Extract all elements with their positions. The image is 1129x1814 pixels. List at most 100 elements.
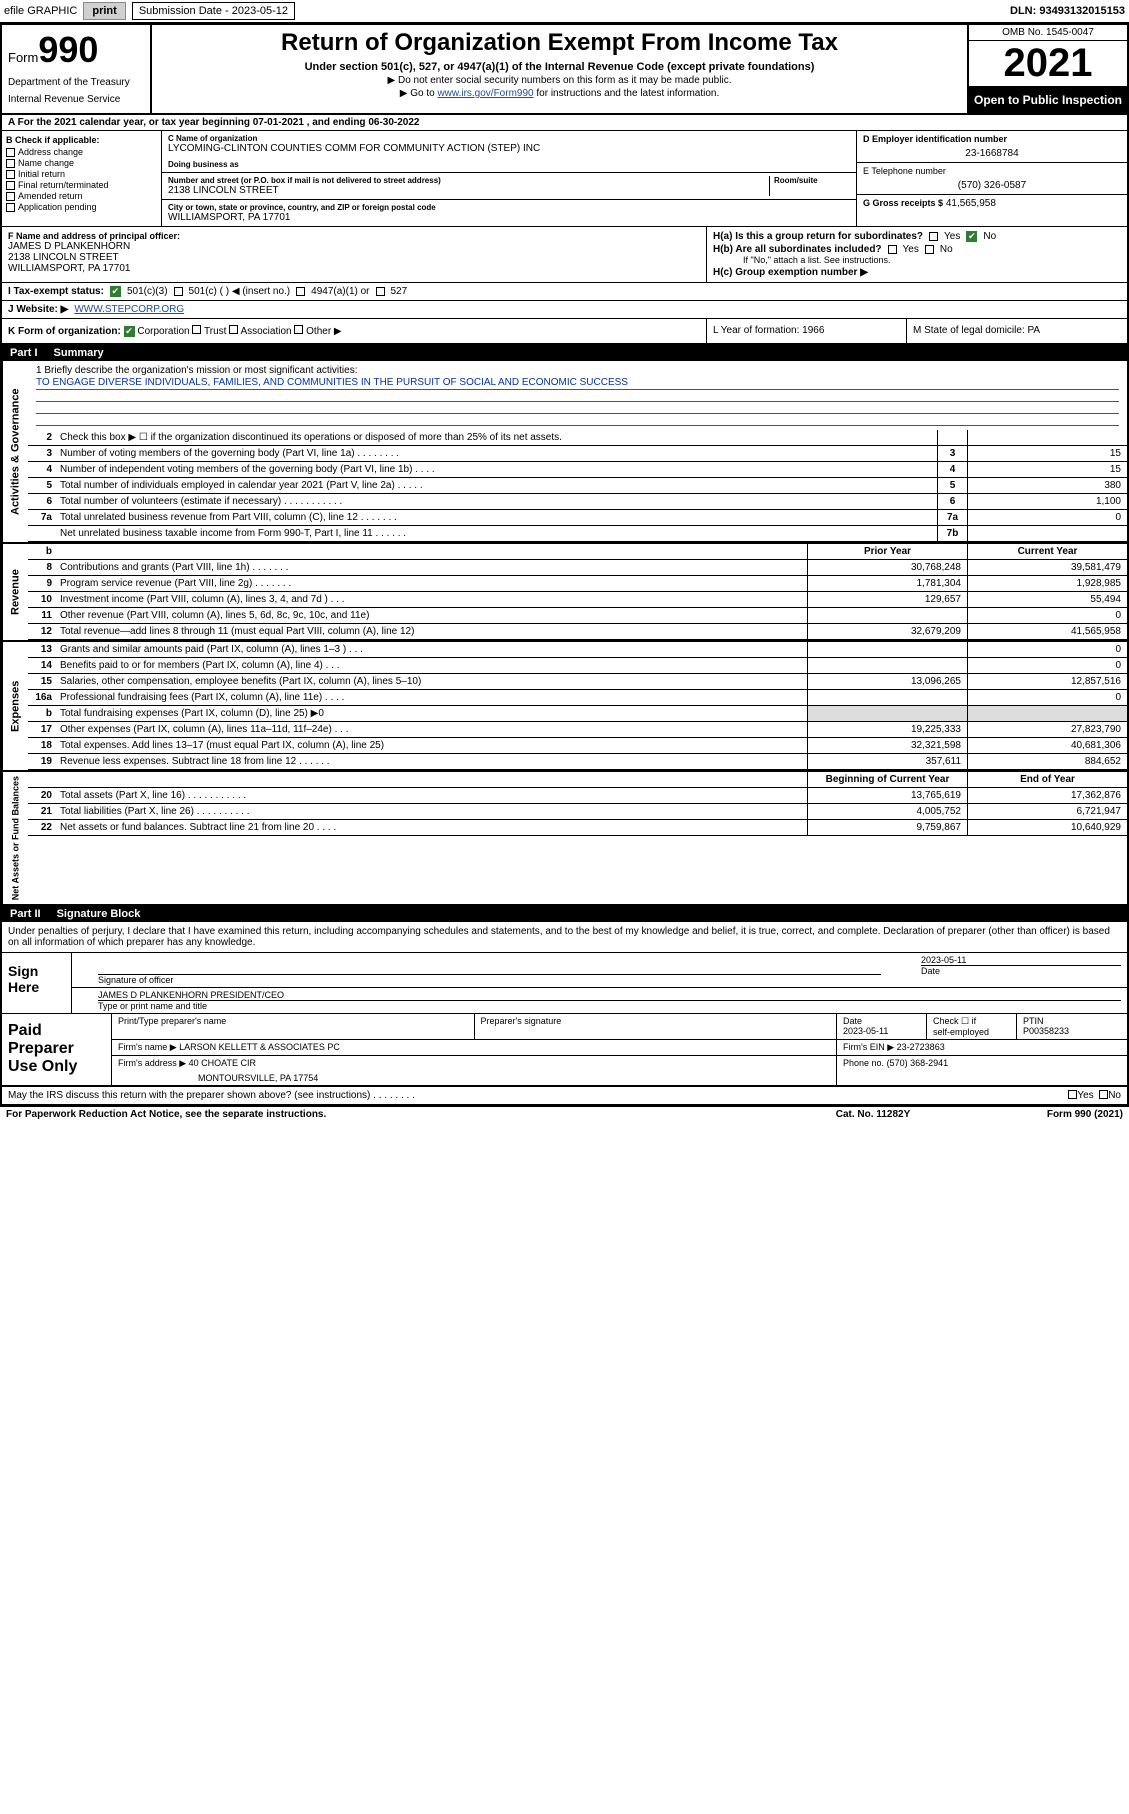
website-link[interactable]: WWW.STEPCORP.ORG [74,304,184,315]
header-mid: Return of Organization Exempt From Incom… [152,25,967,113]
chk-amended-return[interactable]: Amended return [6,191,157,201]
phone-row: E Telephone number (570) 326-0587 [857,163,1127,195]
prior-value [807,706,967,721]
row-box: 3 [937,446,967,461]
checkbox-icon[interactable] [174,287,183,296]
checkbox-icon[interactable] [1099,1090,1108,1099]
current-value: 0 [967,642,1127,657]
chk-label: Application pending [18,202,97,212]
row-num: 14 [28,658,56,673]
chk-initial-return[interactable]: Initial return [6,169,157,179]
phone-label: E Telephone number [863,166,1121,176]
prior-value: 357,611 [807,754,967,769]
checkbox-icon[interactable] [296,287,305,296]
end-year-hdr: End of Year [967,772,1127,787]
row-klm: K Form of organization: ✔ Corporation Tr… [2,319,1127,345]
row-value: 0 [967,510,1127,525]
prior-value: 9,759,867 [807,820,967,835]
current-value: 12,857,516 [967,674,1127,689]
name-label: Type or print name and title [98,1000,1121,1011]
row-box [937,430,967,445]
yes-label: Yes [903,244,919,255]
checkbox-icon[interactable] [1068,1090,1077,1099]
current-value: 1,928,985 [967,576,1127,591]
row-desc [56,544,807,559]
row-num: 12 [28,624,56,639]
ptin-value: P00358233 [1023,1026,1121,1036]
self-emp-label: self-employed [933,1027,1010,1037]
firm-addr: Firm's address ▶ 40 CHOATE CIR MONTOURSV… [112,1056,837,1085]
part-num: Part II [10,908,41,920]
trust-label: Trust [204,326,226,337]
row-desc: Other revenue (Part VIII, column (A), li… [56,608,807,623]
checkbox-icon[interactable] [925,245,934,254]
assoc-label: Association [240,326,291,337]
pra-notice: For Paperwork Reduction Act Notice, see … [6,1109,773,1120]
side-revenue: Revenue [2,544,28,640]
table-row: 12 Total revenue—add lines 8 through 11 … [28,624,1127,640]
chk-application-pending[interactable]: Application pending [6,202,157,212]
row-num: 11 [28,608,56,623]
corp-label: Corporation [137,326,189,337]
checkbox-icon[interactable] [376,287,385,296]
row-desc: Net unrelated business taxable income fr… [56,526,937,541]
prep-date: Date 2023-05-11 [837,1014,927,1039]
checkbox-icon [6,181,15,190]
begin-year-hdr: Beginning of Current Year [807,772,967,787]
checkbox-icon[interactable] [888,245,897,254]
chk-name-change[interactable]: Name change [6,158,157,168]
table-row: 18 Total expenses. Add lines 13–17 (must… [28,738,1127,754]
prior-value: 4,005,752 [807,804,967,819]
street-address: 2138 LINCOLN STREET [168,185,765,196]
row-num: 6 [28,494,56,509]
firm-addr1: 40 CHOATE CIR [189,1058,256,1068]
preparer-name-hdr: Print/Type preparer's name [112,1014,475,1039]
row-box: 7b [937,526,967,541]
prior-value: 13,096,265 [807,674,967,689]
city-label: City or town, state or province, country… [168,203,850,212]
table-row: 14 Benefits paid to or for members (Part… [28,658,1127,674]
firm-addr-row: Firm's address ▶ 40 CHOATE CIR MONTOURSV… [112,1056,1127,1085]
netassets-section: Net Assets or Fund Balances Beginning of… [2,772,1127,906]
mission-blank [36,414,1119,426]
penalty-text: Under penalties of perjury, I declare th… [2,922,1127,952]
checkbox-icon[interactable] [294,325,303,334]
table-row: 6 Total number of volunteers (estimate i… [28,494,1127,510]
ptin: PTIN P00358233 [1017,1014,1127,1039]
irs-label: Internal Revenue Service [8,94,144,105]
date-label: Date [921,965,1121,976]
mission-question: 1 Briefly describe the organization's mi… [36,365,1119,376]
yes-label: Yes [1077,1090,1093,1101]
row-num: 22 [28,820,56,835]
prior-value: 32,321,598 [807,738,967,753]
checkbox-icon[interactable] [192,325,201,334]
ein-value: 23-1668784 [863,148,1121,159]
irs-link[interactable]: www.irs.gov/Form990 [437,88,533,99]
chk-label: Final return/terminated [18,180,109,190]
officer-addr1: 2138 LINCOLN STREET [8,252,700,263]
ha-label: H(a) Is this a group return for subordin… [713,231,923,242]
ptin-label: PTIN [1023,1016,1121,1026]
row-num: 15 [28,674,56,689]
table-row: 2 Check this box ▶ ☐ if the organization… [28,430,1127,446]
row-num [28,526,56,541]
current-value: 27,823,790 [967,722,1127,737]
officer-name: JAMES D PLANKENHORN [8,241,700,252]
checkbox-icon [6,148,15,157]
4947-label: 4947(a)(1) or [311,286,369,297]
chk-final-return[interactable]: Final return/terminated [6,180,157,190]
officer-name-title: JAMES D PLANKENHORN PRESIDENT/CEO [98,990,1121,1000]
box-b-header: B Check if applicable: [6,135,157,145]
prior-value [807,658,967,673]
checkbox-icon[interactable] [229,325,238,334]
hb-label: H(b) Are all subordinates included? [713,244,882,255]
form-subtitle: Under section 501(c), 527, or 4947(a)(1)… [162,61,957,73]
print-button[interactable]: print [83,2,125,20]
header-right: OMB No. 1545-0047 2021 Open to Public In… [967,25,1127,113]
checkbox-icon[interactable] [929,232,938,241]
chk-address-change[interactable]: Address change [6,147,157,157]
row-desc: Check this box ▶ ☐ if the organization d… [56,430,937,445]
form-prefix: Form [8,50,38,65]
note-ssn: ▶ Do not enter social security numbers o… [162,75,957,86]
row-num: b [28,544,56,559]
